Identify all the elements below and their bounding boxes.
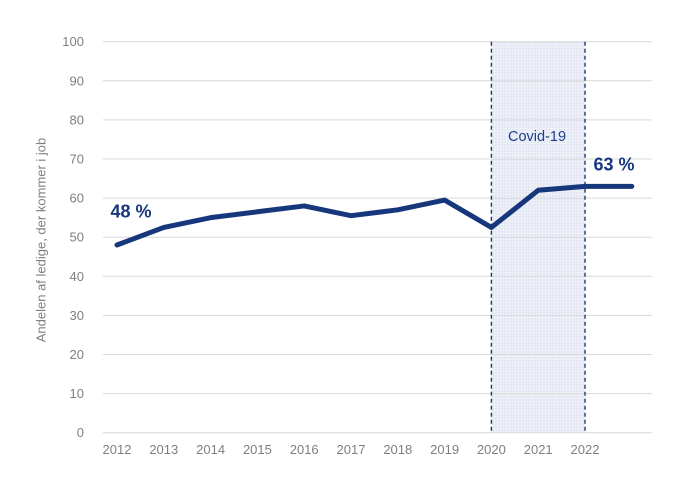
x-tick-label: 2013 (149, 442, 178, 457)
y-tick-label: 90 (70, 73, 84, 88)
y-tick-label: 50 (70, 230, 84, 245)
y-tick-label: 40 (70, 269, 84, 284)
series-line (114, 183, 635, 248)
y-tick-label: 60 (70, 191, 84, 206)
x-tick-label: 2019 (430, 442, 459, 457)
x-tick-label: 2014 (196, 442, 225, 457)
x-tick-label: 2015 (243, 442, 272, 457)
x-tick-label: 2017 (337, 442, 366, 457)
y-tick-label: 70 (70, 152, 84, 167)
y-tick-label: 30 (70, 308, 84, 323)
x-tick-label: 2016 (290, 442, 319, 457)
x-tick-label: 2021 (524, 442, 553, 457)
y-tick-label: 100 (62, 34, 84, 49)
x-tick-label: 2012 (103, 442, 132, 457)
x-tick-label: 2022 (571, 442, 600, 457)
y-tick-label: 80 (70, 112, 84, 127)
y-tick-label: 0 (77, 425, 84, 440)
x-tick-label: 2020 (477, 442, 506, 457)
y-tick-label: 20 (70, 347, 84, 362)
x-tick-label: 2018 (383, 442, 412, 457)
y-tick-label: 10 (70, 386, 84, 401)
